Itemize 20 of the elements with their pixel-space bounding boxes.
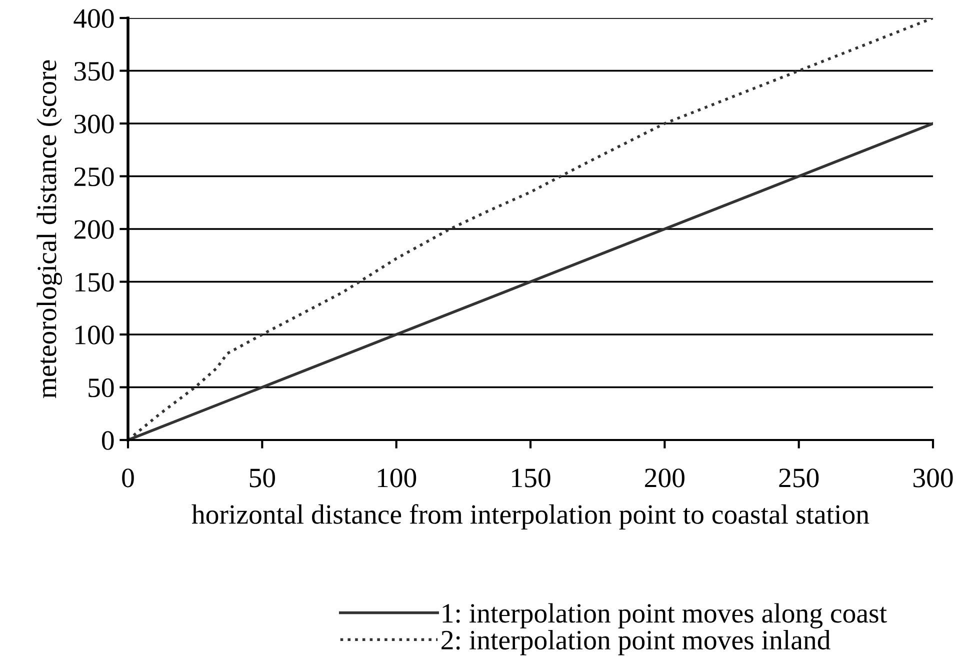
x-axis-title: horizontal distance from interpolation point to coastal station bbox=[192, 504, 870, 530]
x-tick-label: 50 bbox=[250, 468, 275, 488]
y-tick-label: 150 bbox=[76, 272, 114, 292]
y-tick-label: 300 bbox=[74, 114, 114, 134]
x-tick-label: 250 bbox=[779, 468, 819, 488]
y-tick-label: 100 bbox=[76, 326, 114, 344]
y-tick-label: 250 bbox=[74, 167, 114, 186]
x-tick-label: 0 bbox=[122, 468, 134, 488]
y-tick-label: 0 bbox=[102, 431, 114, 450]
x-tick-label: 200 bbox=[645, 468, 684, 488]
y-tick-label: 50 bbox=[88, 378, 114, 398]
legend-label: 1: interpolation point moves along coast bbox=[442, 603, 887, 628]
y-tick-label: 200 bbox=[74, 220, 114, 239]
x-tick-label: 300 bbox=[913, 468, 953, 488]
y-tick-label: 350 bbox=[74, 62, 114, 81]
x-tick-label: 150 bbox=[512, 468, 550, 488]
y-tick-label: 400 bbox=[74, 9, 114, 28]
legend-label: 2: interpolation point moves inland bbox=[442, 630, 830, 656]
x-tick-label: 100 bbox=[378, 468, 416, 488]
y-axis-title: meteorological distance (score bbox=[36, 60, 62, 398]
